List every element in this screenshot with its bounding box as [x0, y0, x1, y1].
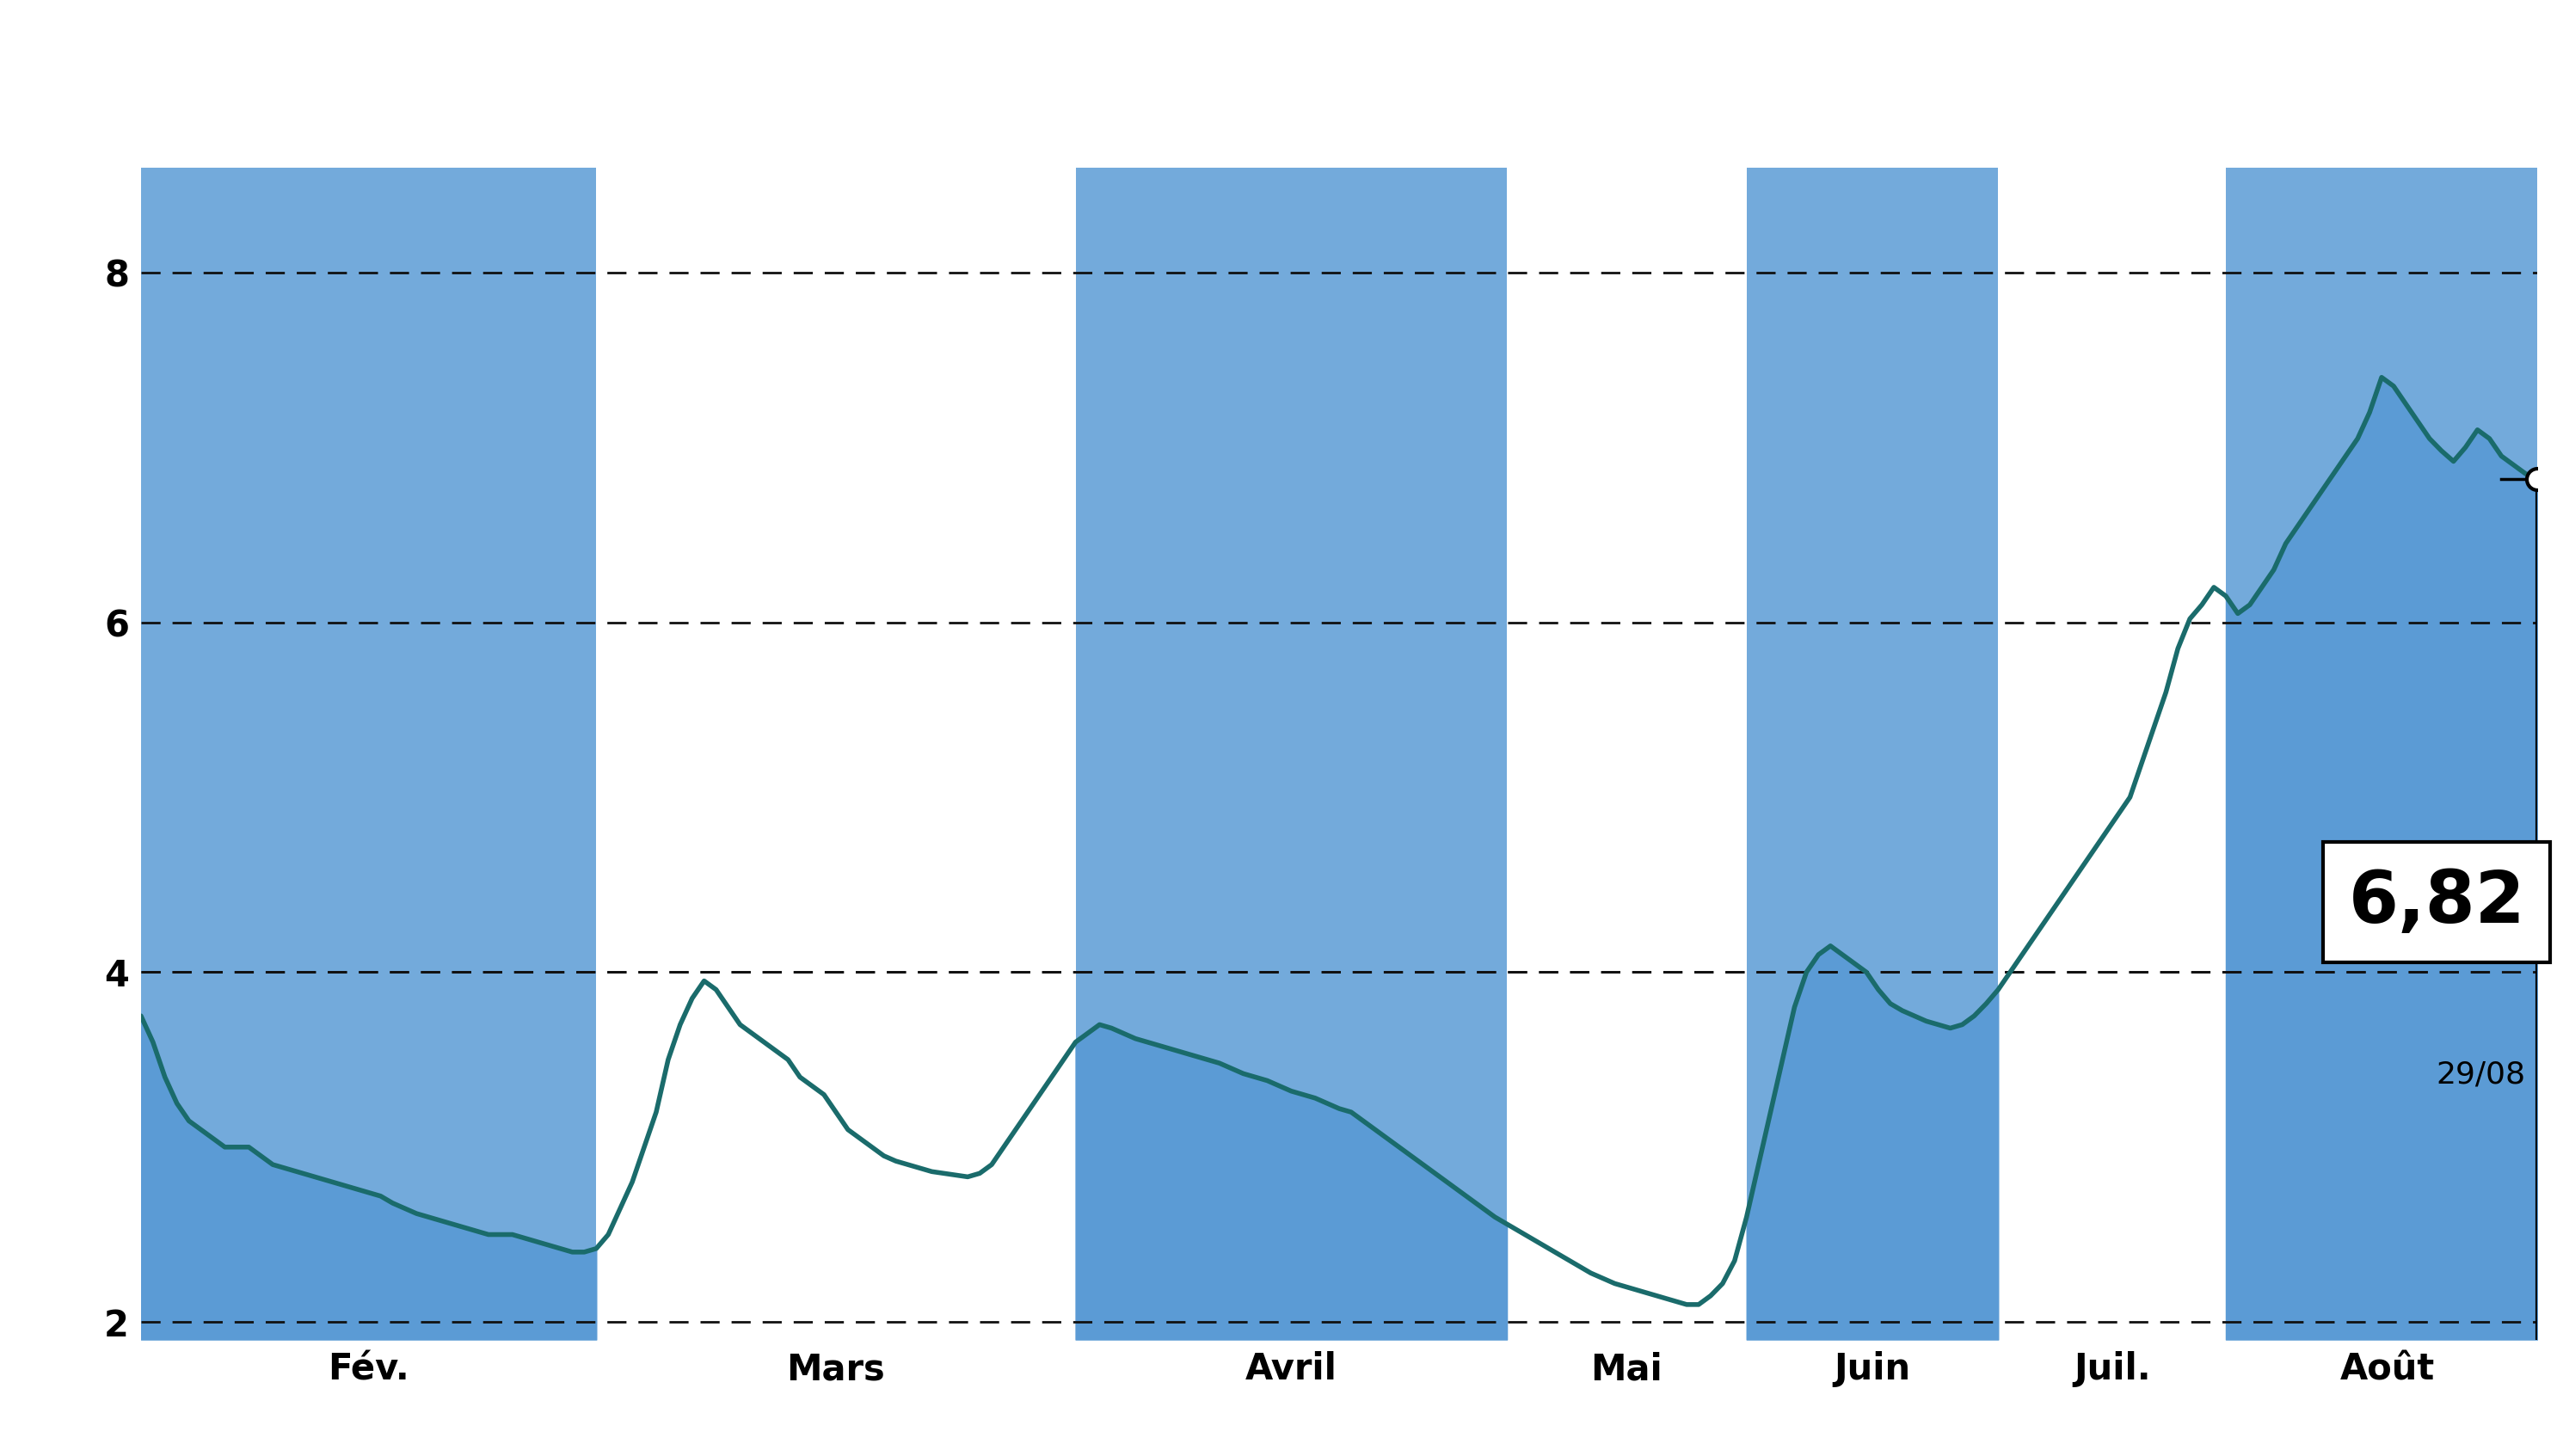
Text: 29/08: 29/08	[2435, 1060, 2525, 1089]
Bar	[141, 167, 597, 1340]
Bar	[2225, 167, 2550, 1340]
Bar	[1745, 167, 1999, 1340]
Text: 6,82: 6,82	[2348, 868, 2525, 938]
Bar	[1076, 167, 1507, 1340]
Text: MEDIAN TECHNOLOGIES: MEDIAN TECHNOLOGIES	[620, 29, 1943, 124]
